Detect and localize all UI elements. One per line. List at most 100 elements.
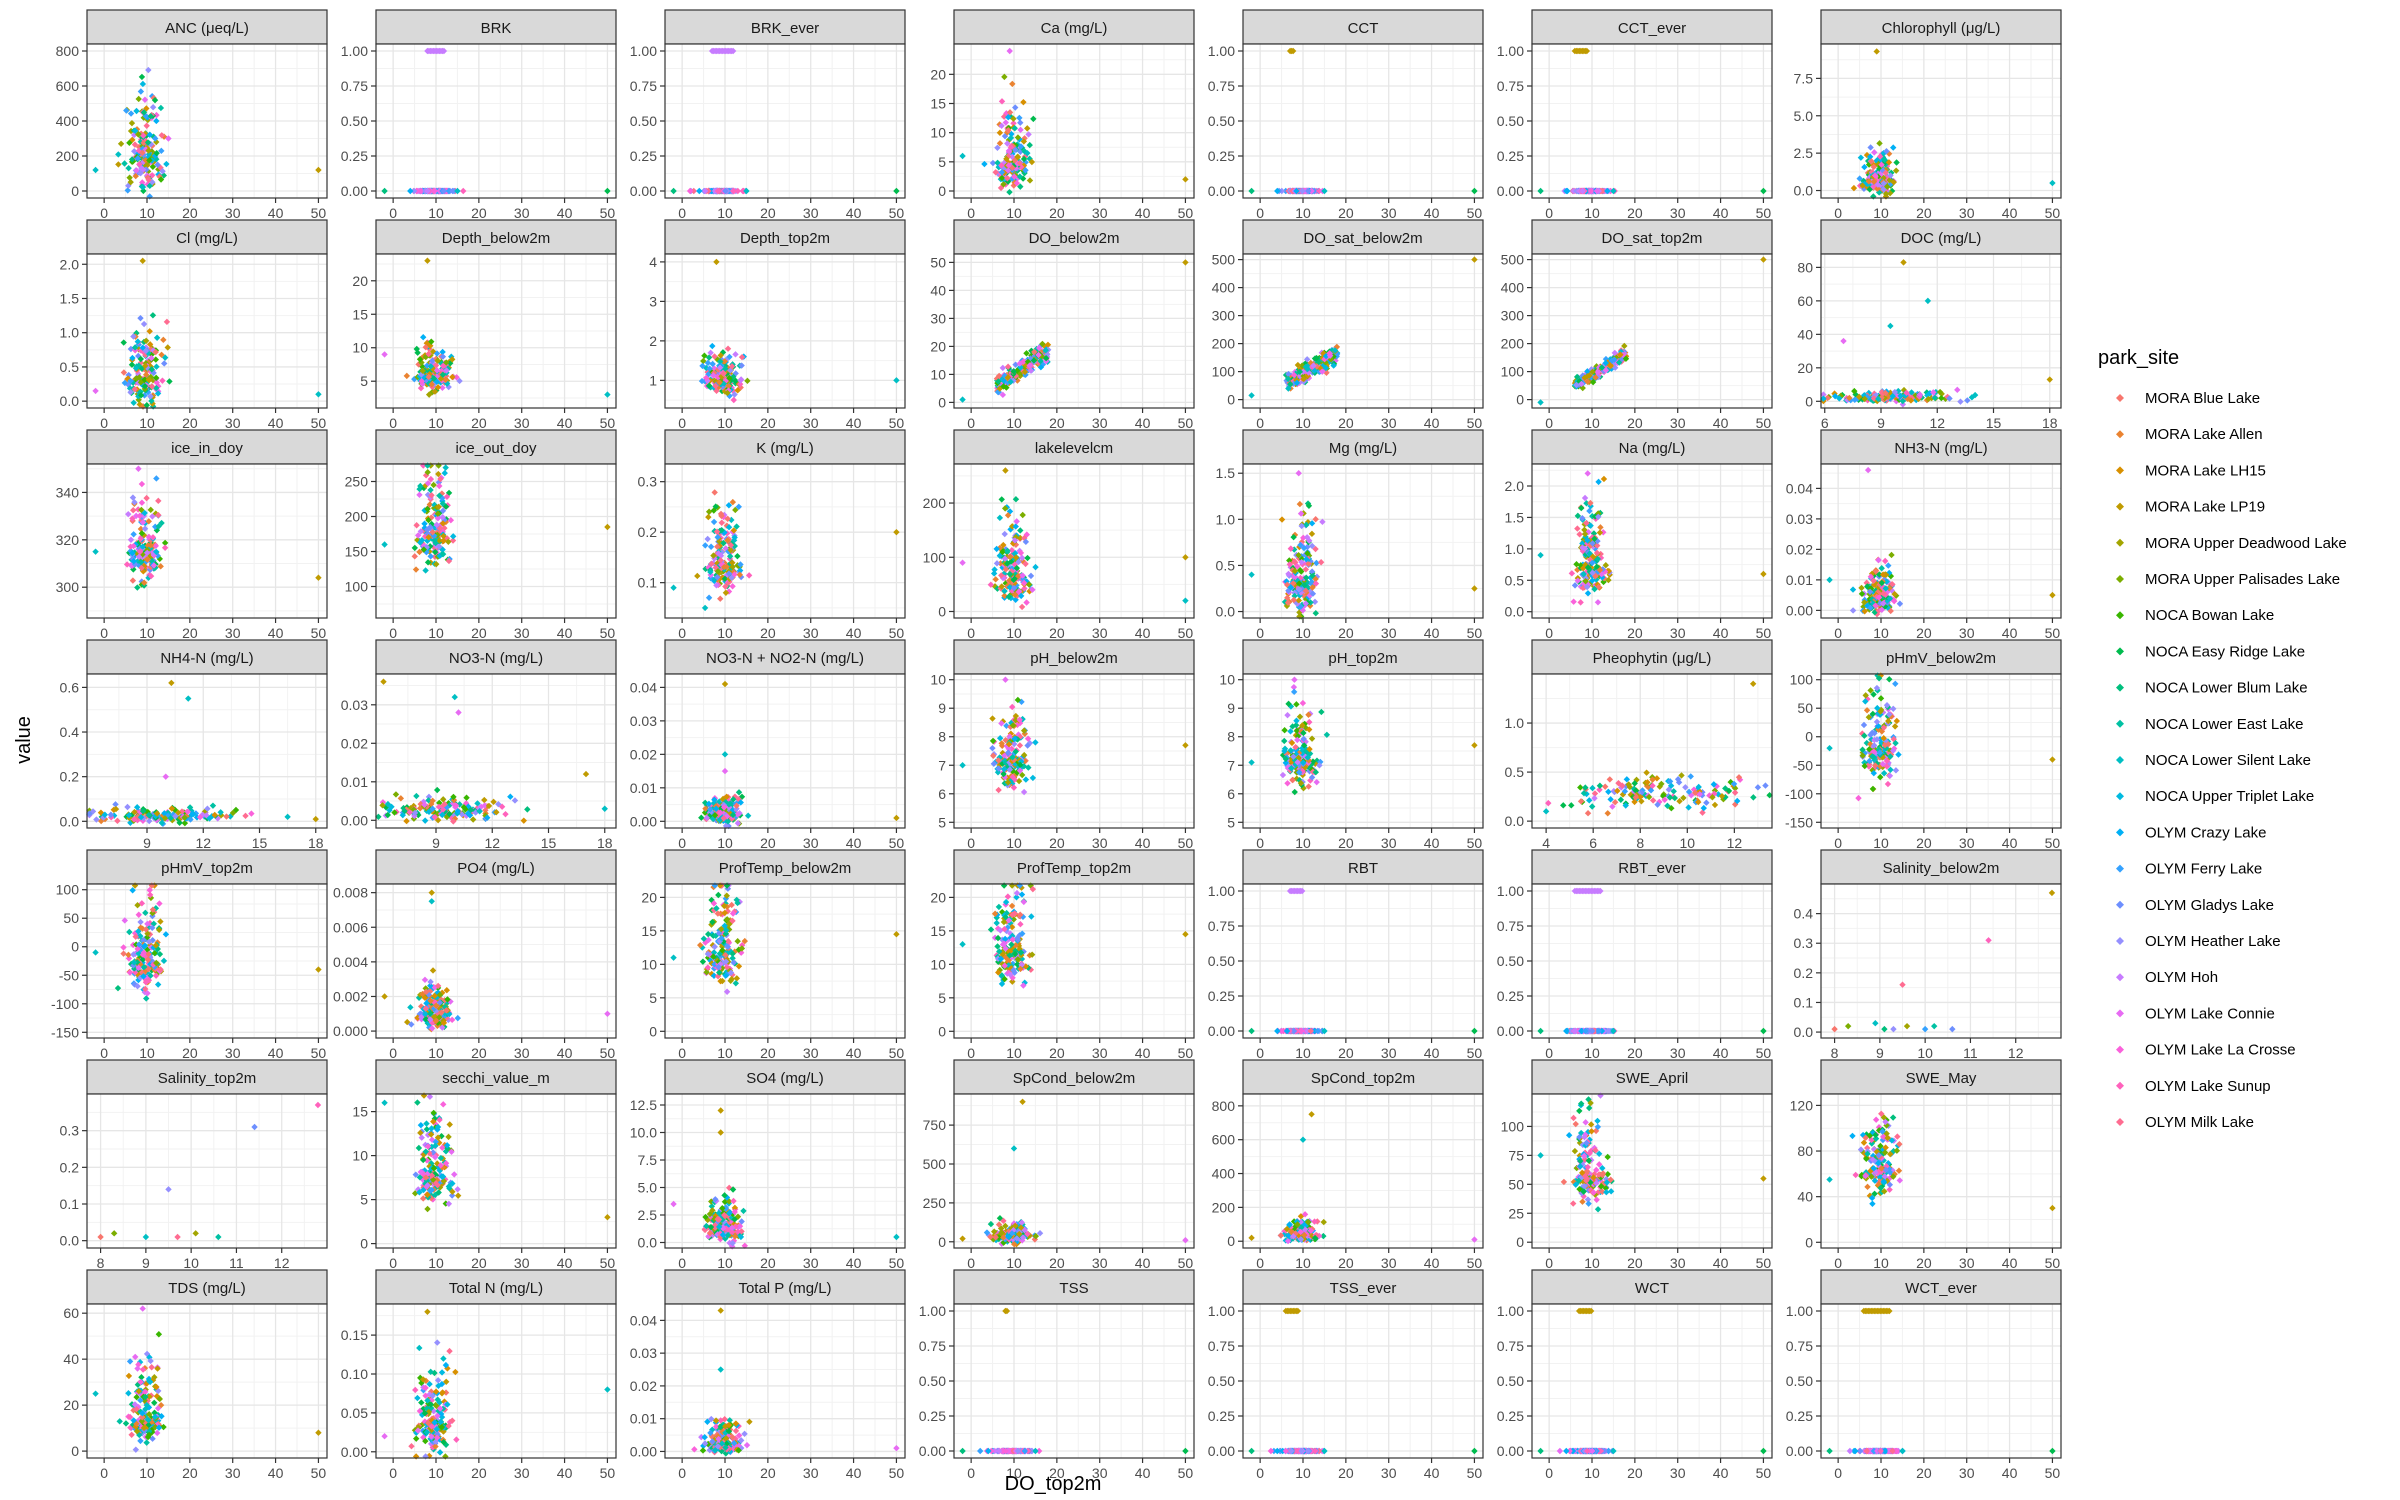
data-points xyxy=(1537,47,1767,195)
data-point xyxy=(149,103,157,111)
data-point xyxy=(1016,136,1023,143)
x-tick-label: 50 xyxy=(1178,205,1194,221)
data-point xyxy=(1887,172,1894,179)
data-point xyxy=(131,386,138,393)
y-tick-label: 0.25 xyxy=(1208,148,1235,164)
data-point xyxy=(1003,155,1010,163)
facet-panel: NH3-N (mg/L)0 10 20 30 40 500.000.010.020.030… xyxy=(1786,429,2062,641)
data-point xyxy=(130,399,137,406)
y-tick-label: 0.75 xyxy=(1208,78,1235,94)
facet-label: pH_below2m xyxy=(1030,650,1118,667)
y-tick-label: 0 xyxy=(1805,729,1813,745)
y-tick-label: 340 xyxy=(56,484,80,500)
data-point xyxy=(1868,158,1875,165)
data-point xyxy=(1024,149,1031,157)
data-point xyxy=(1885,150,1893,157)
y-tick-label: 0.03 xyxy=(341,697,368,713)
x-tick-label: 10 xyxy=(428,625,444,641)
data-point xyxy=(1004,140,1011,147)
data-point xyxy=(92,166,99,174)
y-tick-label: 150 xyxy=(345,544,369,560)
data-point xyxy=(129,354,136,362)
x-tick-label: 12 xyxy=(1929,415,1945,431)
x-tick-label: 10 xyxy=(1873,625,1889,641)
y-tick-label: 0.50 xyxy=(341,113,368,129)
data-point xyxy=(1001,159,1008,166)
facet-label: Cl (mg/L) xyxy=(176,230,238,247)
data-point xyxy=(145,66,152,74)
x-tick-label: 10 xyxy=(717,625,733,641)
x-tick-label: 6 xyxy=(1821,415,1829,431)
panel-border xyxy=(1531,43,1773,199)
y-tick-label: 4 xyxy=(649,254,657,270)
y-tick-label: 0.75 xyxy=(630,78,657,94)
data-point xyxy=(1012,164,1020,172)
data-point xyxy=(160,336,167,344)
data-point xyxy=(158,147,165,155)
facet-label: NH3-N (mg/L) xyxy=(1894,440,1987,457)
data-point xyxy=(127,110,135,117)
facet-label: Depth_below2m xyxy=(442,230,550,247)
x-tick-label: 0 xyxy=(100,625,108,641)
y-tick-label: 200 xyxy=(56,148,80,164)
y-tick-label: 0.25 xyxy=(1497,148,1524,164)
data-point xyxy=(1017,143,1025,150)
data-point xyxy=(147,393,154,400)
data-point xyxy=(92,387,99,395)
x-tick-label: 20 xyxy=(182,625,198,641)
x-tick-label: 40 xyxy=(557,415,573,431)
x-tick-label: 9 xyxy=(1877,415,1885,431)
x-tick-label: 20 xyxy=(760,835,776,851)
x-tick-label: 30 xyxy=(803,835,819,851)
y-tick-label: 1.00 xyxy=(1497,43,1524,59)
x-tick-label: 4 xyxy=(1542,835,1550,851)
data-point xyxy=(407,187,414,195)
data-point xyxy=(998,122,1005,129)
y-tick-label: 1.5 xyxy=(1505,509,1525,525)
data-point xyxy=(146,157,153,164)
y-tick-label: 0.50 xyxy=(630,113,657,129)
x-tick-label: 0 xyxy=(967,835,975,851)
data-point xyxy=(140,132,147,139)
data-point xyxy=(1866,186,1873,193)
y-tick-label: 10 xyxy=(352,340,368,356)
y-tick-label: 0.5 xyxy=(1505,572,1525,588)
x-tick-label: 30 xyxy=(1092,415,1108,431)
y-tick-label: 1.0 xyxy=(1505,541,1525,557)
data-point xyxy=(315,391,322,398)
y-tick-label: 20 xyxy=(352,273,368,289)
x-tick-label: 10 xyxy=(1006,625,1022,641)
x-tick-label: 30 xyxy=(514,625,530,641)
y-tick-label: 0.75 xyxy=(1497,78,1524,94)
x-tick-label: 0 xyxy=(967,625,975,641)
data-point xyxy=(139,145,146,152)
data-point xyxy=(1013,179,1021,187)
data-point xyxy=(125,164,132,172)
data-point xyxy=(126,385,134,392)
data-point xyxy=(1859,182,1866,189)
x-tick-label: 30 xyxy=(1092,205,1108,221)
x-tick-label: 40 xyxy=(268,625,284,641)
data-point xyxy=(1016,173,1024,180)
y-tick-label: 200 xyxy=(1212,336,1236,352)
data-point xyxy=(1881,183,1888,190)
y-tick-label: 0 xyxy=(938,183,946,199)
x-tick-label: 20 xyxy=(1916,835,1932,851)
data-point xyxy=(140,166,147,173)
x-tick-label: 50 xyxy=(1756,415,1772,431)
y-tick-label: 20 xyxy=(1797,360,1813,376)
x-tick-label: 6 xyxy=(1589,835,1597,851)
x-tick-label: 40 xyxy=(268,205,284,221)
x-tick-label: 20 xyxy=(1049,625,1065,641)
data-point xyxy=(1863,151,1871,159)
x-tick-label: 50 xyxy=(600,415,616,431)
data-point xyxy=(705,187,712,195)
data-point xyxy=(1537,187,1544,195)
data-point xyxy=(1471,187,1478,195)
x-tick-label: 10 xyxy=(139,205,155,221)
data-points xyxy=(1248,47,1478,195)
facet-label: Chlorophyll (μg/L) xyxy=(1882,20,2001,37)
